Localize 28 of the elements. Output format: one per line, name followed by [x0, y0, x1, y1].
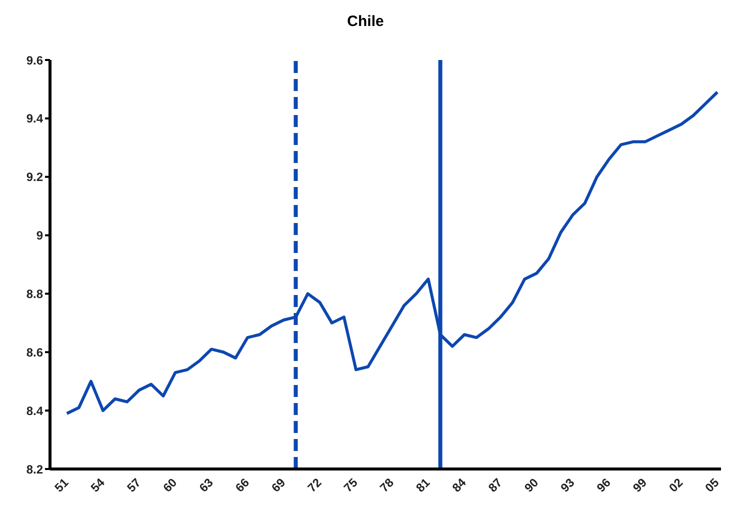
x-tick-label: 02 [666, 475, 686, 495]
x-tick-label: 63 [196, 475, 216, 495]
x-tick-label: 78 [377, 475, 397, 495]
y-tick-label: 8.2 [26, 462, 44, 476]
x-tick-label: 75 [341, 475, 361, 495]
x-tick-label: 54 [88, 475, 108, 495]
x-tick-label: 72 [304, 475, 324, 495]
x-tick-label: 99 [630, 475, 650, 495]
y-tick-label: 9.4 [26, 112, 44, 126]
x-tick-label: 60 [160, 475, 180, 495]
x-tick-label: 96 [594, 475, 614, 495]
x-tick-label: 05 [702, 475, 722, 495]
y-tick-label: 8.6 [26, 345, 44, 360]
x-tick-label: 51 [52, 475, 72, 495]
chart-title: Chile [346, 12, 385, 32]
x-tick-label: 81 [413, 475, 433, 495]
y-tick-label: 8.4 [26, 404, 44, 418]
x-tick-label: 93 [558, 475, 578, 495]
x-tick-label: 57 [124, 475, 144, 495]
y-tick-label: 8.8 [26, 286, 44, 301]
x-tick-label: 69 [268, 475, 288, 495]
x-tick-label: 84 [449, 475, 469, 495]
x-tick-label: 90 [522, 475, 542, 495]
y-tick-label: 9.6 [26, 53, 44, 68]
y-tick-label: 9 [36, 228, 44, 243]
y-tick-label: 9.2 [26, 170, 44, 184]
x-tick-label: 66 [232, 475, 252, 495]
x-tick-label: 87 [486, 475, 506, 495]
